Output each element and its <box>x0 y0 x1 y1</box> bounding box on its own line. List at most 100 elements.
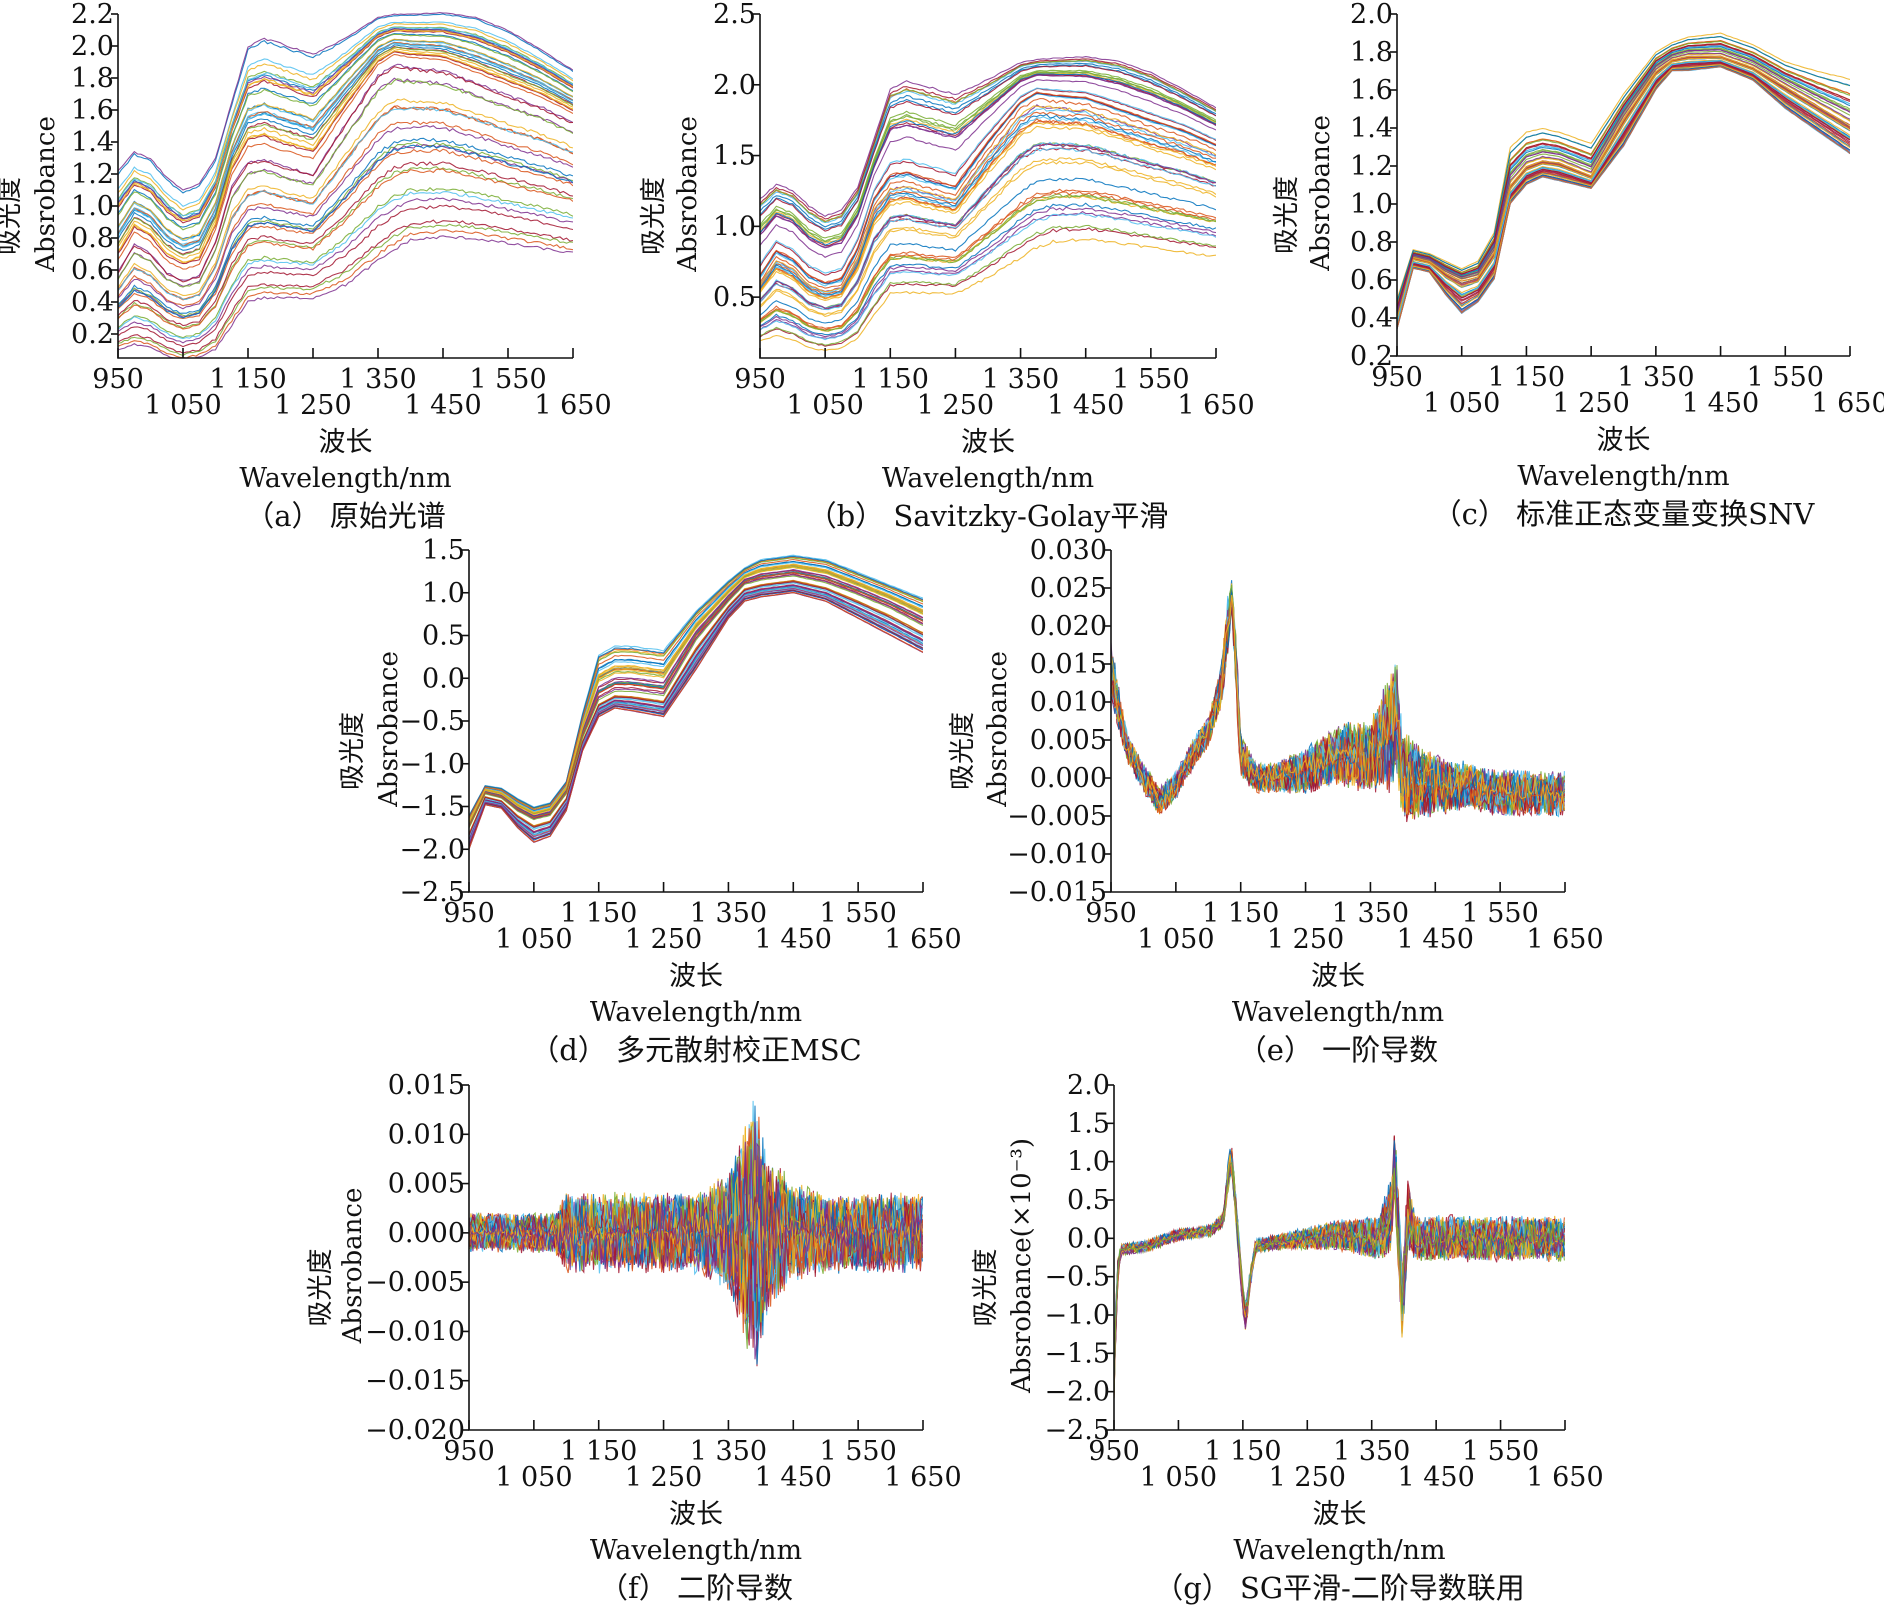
y-tick-label: 0.010 <box>1030 687 1107 718</box>
spectrum-line <box>1114 1154 1565 1391</box>
y-tick-label: 1.5 <box>1067 1108 1110 1139</box>
spectrum-line <box>1397 59 1850 323</box>
spectrum-line <box>118 66 573 283</box>
y-tick-label: −2.0 <box>1044 1377 1110 1408</box>
y-tick-label: 2.0 <box>1067 1070 1110 1101</box>
spectrum-line <box>1114 1161 1565 1364</box>
spectrum-line <box>118 168 573 330</box>
spectrum-line <box>760 238 1216 352</box>
spectrum-line <box>1114 1151 1565 1375</box>
y-axis-label-en: Absrobance <box>31 116 61 273</box>
y-axis-label-en: Absrobance <box>673 116 703 273</box>
spectrum-line <box>760 188 1216 329</box>
spectrum-line <box>118 191 573 340</box>
spectrum-line <box>118 197 573 344</box>
spectrum-line <box>118 143 573 318</box>
spectrum-line <box>118 46 573 256</box>
y-tick-label: 0.0 <box>1067 1223 1110 1254</box>
x-tick-label: 1 150 <box>1488 362 1565 393</box>
spectrum-line <box>760 202 1216 336</box>
spectrum-line <box>469 582 923 838</box>
y-tick-label: 0.2 <box>1350 341 1393 372</box>
spectrum-line <box>1114 1157 1565 1372</box>
x-axis-label-cn: 波长 <box>961 427 1015 458</box>
spectrum-line <box>760 116 1216 298</box>
y-axis-label-en: Absrobance(×10⁻³) <box>1007 1138 1037 1394</box>
y-tick-label: 1.0 <box>422 578 465 609</box>
y-axis-label-cn: 吸光度 <box>338 712 368 790</box>
spectrum-line <box>469 589 923 847</box>
spectrum-line <box>760 125 1216 301</box>
spectrum-line <box>1114 1168 1565 1388</box>
x-tick-label: 1 050 <box>1137 924 1214 955</box>
x-tick-label: 1 350 <box>339 364 416 395</box>
spectrum-line <box>1397 50 1850 315</box>
spectrum-line <box>760 206 1216 338</box>
spectrum-line <box>118 229 573 358</box>
axis-lines <box>1110 550 1565 893</box>
x-tick-label: 1 550 <box>819 1436 896 1467</box>
x-tick-label: 1 350 <box>1333 1436 1410 1467</box>
spectrum-line <box>118 148 573 319</box>
y-axis-label-cn: 吸光度 <box>639 177 669 255</box>
spectrum-line <box>760 59 1216 223</box>
spectrum-line <box>760 143 1216 309</box>
spectrum-line <box>1397 57 1850 320</box>
spectrum-line <box>760 224 1216 346</box>
spectrum-line <box>469 556 923 817</box>
spectra-lines <box>760 56 1216 352</box>
x-tick-label: 1 150 <box>852 364 929 395</box>
spectrum-line <box>1397 64 1850 328</box>
spectrum-line <box>469 586 923 843</box>
x-tick-label: 1 650 <box>534 390 611 421</box>
spectrum-line <box>1114 1170 1565 1385</box>
spectrum-line <box>118 78 573 288</box>
x-axis-label-en: Wavelength/nm <box>239 463 451 494</box>
spectrum-line <box>760 190 1216 331</box>
x-tick-label: 1 150 <box>1204 1436 1281 1467</box>
y-axis-label-en: Absrobance <box>983 651 1013 808</box>
x-tick-label: 1 650 <box>1177 390 1254 421</box>
y-tick-label: −1.5 <box>399 792 465 823</box>
spectrum-line <box>469 564 923 823</box>
panel-caption: （f） 二阶导数 <box>599 1571 793 1605</box>
spectrum-line <box>1114 1162 1565 1366</box>
spectrum-line <box>1397 40 1850 307</box>
y-tick-label: −0.005 <box>1007 801 1107 832</box>
spectrum-line <box>118 50 573 263</box>
y-tick-label: 0.010 <box>388 1119 465 1150</box>
spectrum-line <box>118 12 573 191</box>
spectrum-line <box>118 38 573 241</box>
panel-caption: （c） 标准正态变量变换SNV <box>1433 497 1816 531</box>
y-tick-label: 2.0 <box>71 31 114 62</box>
spectrum-line <box>469 560 923 820</box>
x-tick-label: 1 350 <box>1332 898 1409 929</box>
spectrum-line <box>469 555 923 817</box>
spectrum-line <box>469 580 923 835</box>
y-axis-label-cn: 吸光度 <box>306 1248 336 1326</box>
y-tick-label: −0.5 <box>399 706 465 737</box>
y-tick-label: 2.0 <box>1350 0 1393 30</box>
y-axis-label-cn: 吸光度 <box>1272 176 1302 254</box>
panel-caption: （a） 原始光谱 <box>245 499 446 533</box>
x-tick-label: 1 450 <box>755 924 832 955</box>
spectrum-line <box>469 565 923 823</box>
spectrum-line <box>760 56 1216 218</box>
spectrum-line <box>118 120 573 307</box>
spectrum-line <box>118 235 573 358</box>
x-tick-label: 1 150 <box>1202 898 1279 929</box>
x-tick-label: 1 250 <box>917 390 994 421</box>
x-tick-label: 1 550 <box>1462 1436 1539 1467</box>
spectrum-line <box>469 1166 923 1314</box>
y-tick-label: 1.8 <box>1350 37 1393 68</box>
y-tick-label: −0.5 <box>1044 1262 1110 1293</box>
spectrum-line <box>118 27 573 220</box>
x-tick-label: 1 450 <box>1682 388 1759 419</box>
spectrum-line <box>1111 594 1565 815</box>
x-axis-label-en: Wavelength/nm <box>590 1535 802 1566</box>
spectrum-line <box>118 106 573 300</box>
x-tick-label: 1 050 <box>495 924 572 955</box>
spectrum-line <box>1397 64 1850 328</box>
y-tick-label: 0.020 <box>1030 611 1107 642</box>
